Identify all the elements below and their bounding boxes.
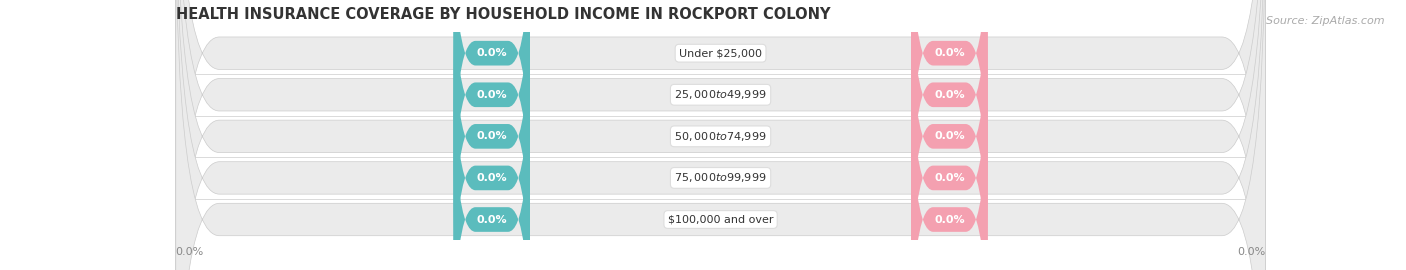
FancyBboxPatch shape: [176, 0, 1265, 270]
Text: 0.0%: 0.0%: [477, 48, 508, 58]
FancyBboxPatch shape: [911, 0, 987, 270]
Text: $25,000 to $49,999: $25,000 to $49,999: [675, 88, 766, 101]
Text: 0.0%: 0.0%: [477, 173, 508, 183]
Text: 0.0%: 0.0%: [477, 214, 508, 225]
FancyBboxPatch shape: [911, 66, 987, 270]
Text: Under $25,000: Under $25,000: [679, 48, 762, 58]
Text: 0.0%: 0.0%: [934, 90, 965, 100]
FancyBboxPatch shape: [454, 0, 530, 249]
Text: 0.0%: 0.0%: [934, 214, 965, 225]
Text: $50,000 to $74,999: $50,000 to $74,999: [675, 130, 766, 143]
FancyBboxPatch shape: [176, 0, 1265, 270]
Text: HEALTH INSURANCE COVERAGE BY HOUSEHOLD INCOME IN ROCKPORT COLONY: HEALTH INSURANCE COVERAGE BY HOUSEHOLD I…: [176, 6, 831, 22]
Text: 0.0%: 0.0%: [477, 131, 508, 141]
Text: 0.0%: 0.0%: [477, 90, 508, 100]
FancyBboxPatch shape: [454, 66, 530, 270]
Text: $75,000 to $99,999: $75,000 to $99,999: [675, 171, 766, 184]
FancyBboxPatch shape: [176, 0, 1265, 270]
FancyBboxPatch shape: [911, 0, 987, 207]
FancyBboxPatch shape: [911, 0, 987, 249]
FancyBboxPatch shape: [454, 0, 530, 207]
Text: 0.0%: 0.0%: [1237, 247, 1265, 256]
Text: 0.0%: 0.0%: [176, 247, 204, 256]
FancyBboxPatch shape: [176, 0, 1265, 270]
FancyBboxPatch shape: [454, 0, 530, 270]
Text: 0.0%: 0.0%: [934, 131, 965, 141]
FancyBboxPatch shape: [911, 24, 987, 270]
Text: Source: ZipAtlas.com: Source: ZipAtlas.com: [1267, 16, 1385, 26]
Text: 0.0%: 0.0%: [934, 48, 965, 58]
FancyBboxPatch shape: [454, 24, 530, 270]
Text: 0.0%: 0.0%: [934, 173, 965, 183]
Text: $100,000 and over: $100,000 and over: [668, 214, 773, 225]
FancyBboxPatch shape: [176, 0, 1265, 270]
